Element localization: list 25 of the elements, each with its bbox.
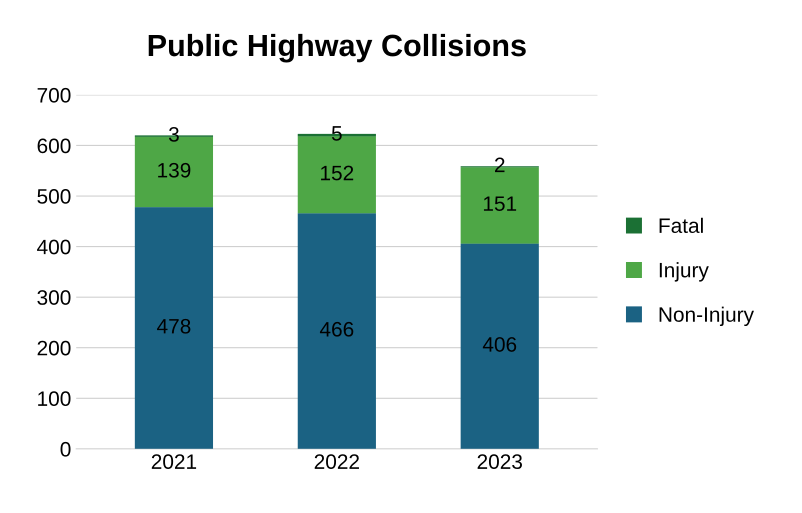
bar	[134, 207, 214, 449]
y-tick-label: 500	[37, 189, 71, 204]
x-tick-label: 2021	[152, 454, 196, 470]
x-tick-label: 2023	[478, 454, 522, 470]
data-label: 478	[157, 318, 190, 334]
y-tick-label: 400	[37, 240, 71, 254]
data-label: 152	[321, 166, 354, 180]
y-tick-label: 100	[38, 391, 71, 406]
bar	[298, 213, 376, 449]
y-tick-label: 300	[37, 290, 71, 305]
bar	[460, 244, 539, 449]
legend-label: Fatal	[660, 218, 703, 234]
chart-title: Public Highway Collisions	[148, 34, 526, 62]
y-tick-label: 600	[38, 138, 71, 154]
data-label: 406	[482, 337, 516, 352]
data-label: 139	[158, 162, 190, 178]
data-label: 5	[332, 126, 342, 141]
y-tick-label: 0	[60, 442, 71, 457]
data-label: 466	[320, 322, 354, 337]
x-tick-label: 2022	[314, 454, 359, 470]
legend-label: Non-Injury	[660, 306, 754, 326]
legend-label: Injury	[660, 262, 709, 282]
y-tick-label: 700	[38, 88, 71, 103]
data-label: 151	[484, 196, 516, 211]
y-tick-label: 200	[38, 340, 71, 356]
